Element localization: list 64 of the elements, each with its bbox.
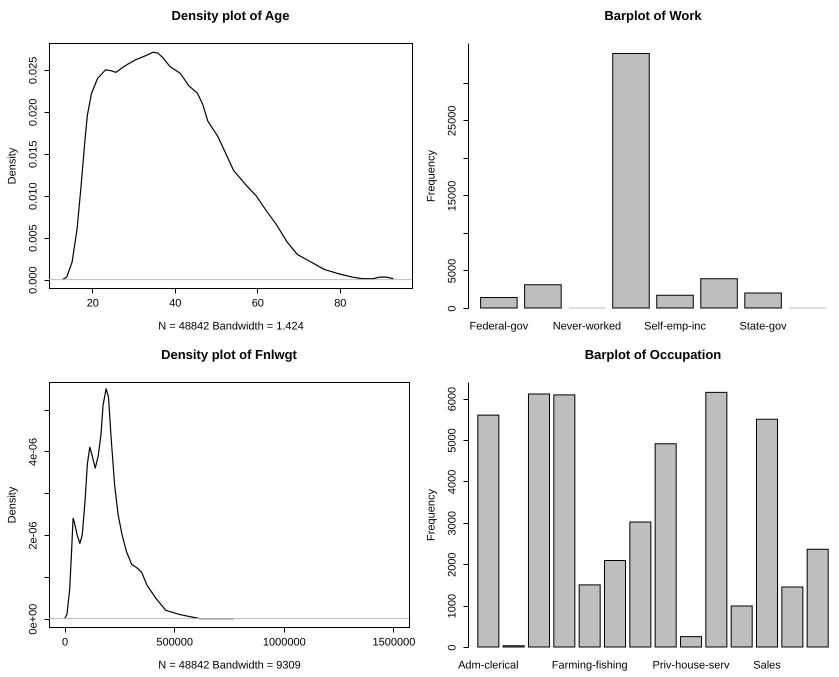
x-tick-label: 40 xyxy=(169,298,182,310)
y-tick-label: 0e+00 xyxy=(28,604,40,635)
bar xyxy=(756,418,778,648)
y-tick-label: 2e-06 xyxy=(28,521,40,550)
chart-title: Density plot of Age xyxy=(172,8,290,23)
x-tick-label: Sales xyxy=(753,660,782,672)
y-tick-label: 15000 xyxy=(446,180,458,212)
y-axis-title: Frequency xyxy=(426,488,438,541)
x-tick-label: 0 xyxy=(62,636,68,648)
x-tick-label: Farming-fishing xyxy=(552,660,628,672)
y-tick-label: 0.000 xyxy=(28,266,40,294)
y-axis-title: Density xyxy=(6,486,18,524)
x-tick-label: 1000000 xyxy=(262,636,306,648)
x-tick-label: 60 xyxy=(252,298,264,310)
y-tick-label: 3000 xyxy=(446,511,458,536)
y-tick-label: 4e-06 xyxy=(28,438,40,466)
chart-title: Barplot of Occupation xyxy=(584,347,722,362)
y-tick-label: 4000 xyxy=(446,470,458,494)
bar xyxy=(744,292,782,308)
y-tick-label: 0.020 xyxy=(28,98,40,126)
bar xyxy=(629,521,652,648)
y-tick-label: 0.015 xyxy=(28,140,40,168)
x-axis-title: N = 48842 Bandwidth = 1.424 xyxy=(158,320,304,332)
bar xyxy=(612,53,650,308)
bar xyxy=(480,296,518,308)
y-tick-label: 0.025 xyxy=(28,56,40,84)
x-axis-title: N = 48842 Bandwidth = 9309 xyxy=(158,660,301,672)
bar xyxy=(553,394,576,648)
y-tick-label: 5000 xyxy=(446,258,458,284)
y-tick-label: 1000 xyxy=(446,594,458,618)
bar xyxy=(524,284,562,308)
y-tick-label: 0.005 xyxy=(28,224,40,252)
x-tick-label: Priv-house-serv xyxy=(652,660,730,672)
y-tick-label: 25000 xyxy=(446,106,458,136)
bar xyxy=(654,443,677,648)
bar xyxy=(477,414,500,648)
y-tick-label: 2000 xyxy=(446,552,458,577)
x-tick-label: 80 xyxy=(334,298,346,310)
bar xyxy=(680,636,702,648)
y-tick-label: 5000 xyxy=(446,428,458,453)
x-tick-label: Never-worked xyxy=(552,320,622,332)
bar xyxy=(700,278,738,308)
chart-title: Barplot of Work xyxy=(604,8,702,23)
x-tick-label: Self-emp-inc xyxy=(644,320,706,332)
x-tick-label: 20 xyxy=(86,298,99,310)
bar xyxy=(578,584,601,648)
bar xyxy=(656,294,694,308)
bar xyxy=(604,560,626,648)
y-tick-label: 6000 xyxy=(446,386,458,412)
y-tick-label: 0.010 xyxy=(28,182,40,210)
y-axis-title: Frequency xyxy=(426,150,438,202)
y-axis-title: Density xyxy=(6,147,18,184)
bar xyxy=(781,586,804,648)
line-series xyxy=(62,52,394,280)
x-tick-label: Federal-gov xyxy=(470,320,529,332)
bar xyxy=(806,548,829,648)
bar xyxy=(705,392,728,648)
bar xyxy=(730,606,753,648)
x-tick-label: 500000 xyxy=(156,636,194,648)
bar xyxy=(528,394,550,648)
chart-title: Density plot of Fnlwgt xyxy=(161,347,298,362)
x-tick-label: 1500000 xyxy=(372,636,416,648)
x-tick-label: Adm-clerical xyxy=(458,660,519,672)
x-tick-label: State-gov xyxy=(740,320,788,332)
